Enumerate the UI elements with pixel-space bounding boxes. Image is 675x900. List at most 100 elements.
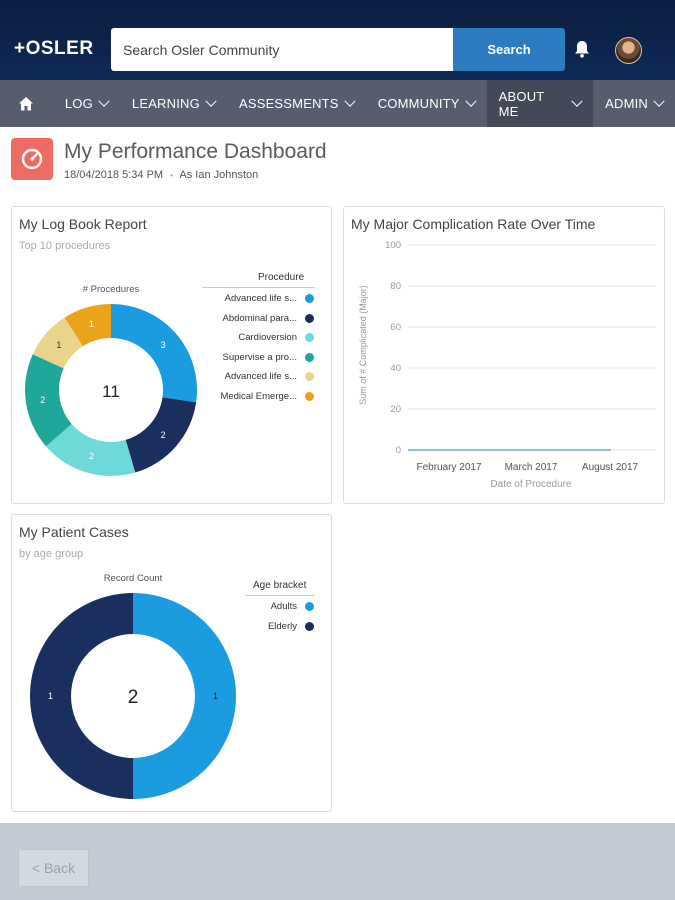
legend-item-label: Supervise a pro... — [222, 351, 297, 363]
nav-item-assessments[interactable]: ASSESSMENTS — [227, 80, 366, 127]
nav-item-label: ADMIN — [605, 96, 648, 111]
footer-bar — [0, 823, 675, 900]
patients-total: 2 — [128, 687, 139, 708]
logbook-slice-label: 2 — [89, 451, 94, 461]
nav-item-about-me[interactable]: ABOUT ME — [486, 80, 594, 127]
legend-item-label: Medical Emerge... — [220, 390, 297, 402]
legend-item[interactable]: Cardioversion — [114, 332, 314, 343]
y-tick-label: 20 — [390, 404, 401, 415]
legend-item-label: Elderly — [267, 620, 297, 632]
back-button[interactable]: < Back — [18, 849, 89, 887]
page-as-user: As Ian Johnston — [179, 169, 259, 181]
complication-card: My Major Complication Rate Over Time 0 20… — [343, 206, 665, 504]
logbook-slice[interactable] — [46, 424, 136, 476]
logbook-legend-title: Procedure — [258, 272, 305, 283]
page-date: 18/04/2018 5:34 PM — [64, 169, 164, 181]
logbook-slice-label: 2 — [40, 395, 45, 405]
y-tick-label: 80 — [390, 281, 401, 292]
patients-subtitle: by age group — [19, 548, 84, 560]
legend-item[interactable]: Medical Emerge... — [114, 391, 314, 402]
search-input[interactable] — [111, 28, 453, 71]
legend-color-dot — [305, 352, 314, 362]
x-tick-label: March 2017 — [505, 462, 558, 473]
nav-item-label: LOG — [64, 96, 93, 111]
page-separator: • — [170, 171, 173, 180]
x-tick-label: February 2017 — [416, 462, 481, 473]
complication-xlabel: Date of Procedure — [490, 479, 572, 490]
patients-slice-label: 1 — [213, 691, 218, 701]
logbook-slice[interactable] — [32, 317, 83, 369]
patients-measure-label: Record Count — [104, 573, 163, 584]
legend-item[interactable]: Advanced life s... — [114, 371, 314, 382]
logbook-slice[interactable] — [111, 304, 198, 403]
home-icon[interactable] — [0, 80, 53, 127]
nav-item-admin[interactable]: ADMIN — [593, 80, 675, 127]
logbook-slice-label: 1 — [56, 340, 61, 350]
chevron-down-icon — [205, 95, 217, 107]
chevron-down-icon — [571, 95, 583, 107]
legend-divider — [245, 595, 315, 596]
legend-color-dot — [305, 372, 314, 381]
nav-item-label: ASSESSMENTS — [238, 96, 339, 111]
legend-item-label: Cardioversion — [238, 332, 297, 343]
legend-divider — [202, 287, 315, 288]
legend-item-label: Abdominal para... — [222, 312, 297, 324]
main-nav: LOG LEARNING ASSESSMENTS COMMUNITY ABOUT… — [0, 80, 675, 127]
logbook-slice-label: 3 — [161, 340, 166, 350]
chevron-down-icon — [344, 95, 356, 107]
x-tick-label: August 2017 — [582, 462, 639, 473]
search-button[interactable]: Search — [453, 28, 565, 71]
patients-slice[interactable] — [133, 593, 236, 799]
legend-item[interactable]: Adults — [204, 601, 314, 612]
chevron-down-icon — [464, 95, 477, 107]
complication-title[interactable]: My Major Complication Rate Over Time — [351, 216, 596, 232]
chevron-down-icon — [98, 95, 110, 107]
legend-color-dot — [305, 391, 314, 401]
legend-item[interactable]: Advanced life s... — [114, 293, 314, 304]
y-tick-label: 60 — [390, 322, 401, 333]
legend-item[interactable]: Abdominal para... — [114, 313, 314, 324]
complication-chart: 0 20 40 60 80 100 February 2017 March 2017 Augus… — [358, 240, 656, 490]
osler-logo[interactable]: +OSLER — [14, 38, 94, 59]
page-title: My Performance Dashboard — [64, 140, 327, 163]
logbook-slice[interactable] — [125, 397, 197, 473]
patients-title[interactable]: My Patient Cases — [19, 524, 129, 540]
bell-icon[interactable] — [572, 39, 592, 59]
logbook-total: 11 — [102, 382, 120, 401]
legend-color-dot — [305, 294, 314, 303]
dashboard-icon — [11, 138, 53, 180]
top-header: +OSLER Search — [0, 0, 675, 80]
logbook-subtitle: Top 10 procedures — [19, 240, 111, 252]
legend-color-dot — [305, 621, 314, 631]
legend-item[interactable]: Elderly — [204, 621, 314, 632]
patients-slice[interactable] — [30, 593, 133, 799]
nav-item-label: ABOUT ME — [498, 88, 545, 119]
logbook-slice-label: 2 — [161, 430, 166, 440]
patients-chart: Record Count 1 1 2 — [30, 573, 236, 799]
logbook-title[interactable]: My Log Book Report — [19, 216, 147, 232]
legend-color-dot — [305, 602, 314, 611]
logbook-slice[interactable] — [64, 304, 111, 347]
logbook-card: My Log Book Report Top 10 procedures # P… — [11, 206, 332, 504]
page-subtitle: 18/04/2018 5:34 PM • As Ian Johnston — [64, 169, 258, 181]
logbook-slice-label: 1 — [89, 319, 94, 329]
logbook-measure-label: # Procedures — [83, 284, 140, 295]
legend-color-dot — [305, 313, 314, 323]
patients-slice-label: 1 — [48, 691, 53, 701]
avatar[interactable] — [615, 37, 642, 64]
legend-item-label: Advanced life s... — [224, 371, 297, 382]
logbook-slice[interactable] — [24, 354, 72, 447]
nav-item-learning[interactable]: LEARNING — [120, 80, 227, 127]
y-tick-label: 100 — [385, 240, 401, 251]
patients-legend-title: Age bracket — [253, 580, 307, 591]
nav-item-label: COMMUNITY — [377, 96, 460, 111]
legend-item[interactable]: Supervise a pro... — [114, 352, 314, 363]
y-tick-label: 0 — [396, 445, 401, 456]
y-tick-label: 40 — [390, 363, 401, 374]
legend-color-dot — [305, 333, 314, 342]
legend-item-label: Advanced life s... — [224, 293, 297, 304]
nav-item-community[interactable]: COMMUNITY — [366, 80, 487, 127]
nav-item-log[interactable]: LOG — [53, 80, 120, 127]
complication-ylabel: Sum of # Complicated (Major) — [358, 285, 368, 405]
